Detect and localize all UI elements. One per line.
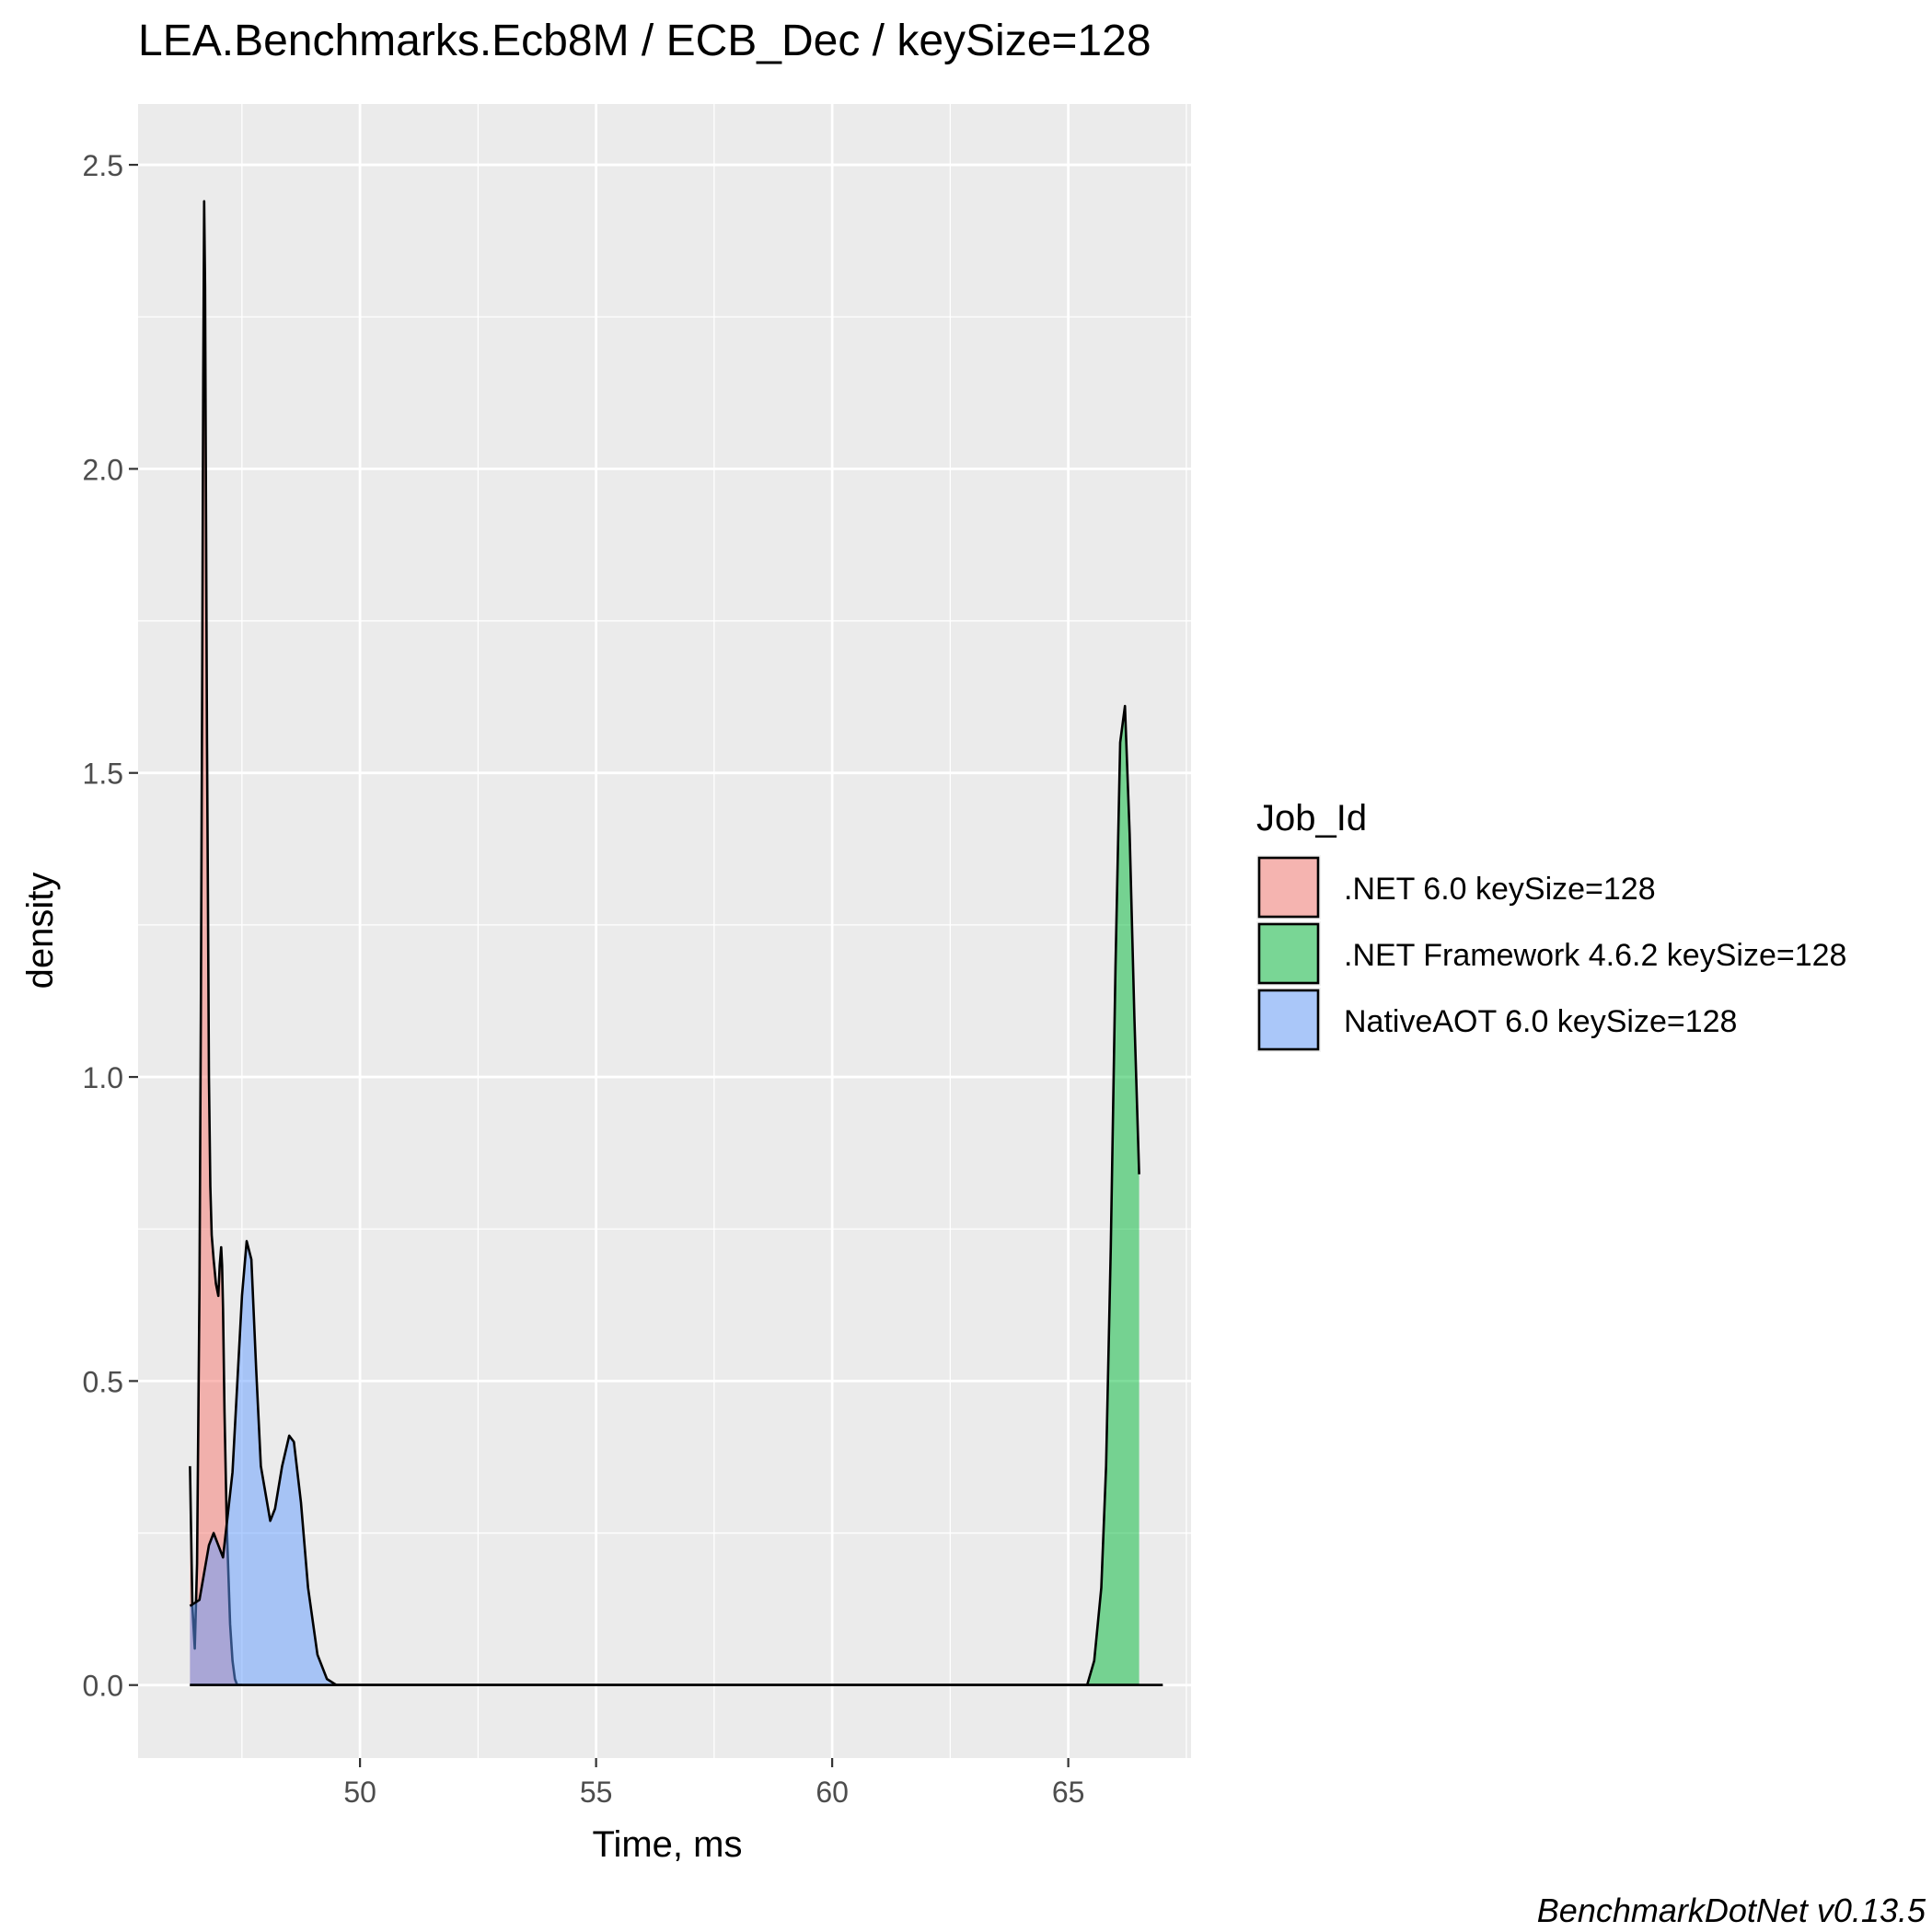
legend-label-1: .NET 6.0 keySize=128 — [1344, 872, 1656, 907]
y-tick-label: 1.0 — [83, 1061, 123, 1094]
x-tick-label: 55 — [580, 1776, 613, 1809]
legend-label-2: .NET Framework 4.6.2 keySize=128 — [1344, 938, 1846, 973]
minor-gridlines — [138, 104, 1191, 1758]
y-axis: 0.0 0.5 1.0 1.5 2.0 2.5 — [83, 149, 138, 1703]
y-tick-label: 0.0 — [83, 1670, 123, 1703]
density-areas — [189, 200, 1163, 1687]
x-tick-label: 60 — [816, 1776, 849, 1809]
y-tick-label: 2.0 — [83, 453, 123, 486]
x-tick-label: 65 — [1052, 1776, 1085, 1809]
legend-swatch-3 — [1257, 989, 1320, 1051]
density-area-3 — [190, 1241, 1163, 1685]
legend-title: Job_Id — [1256, 798, 1367, 839]
density-line-3 — [189, 1240, 1163, 1686]
legend-swatch-2 — [1257, 922, 1320, 985]
legend-label-3: NativeAOT 6.0 keySize=128 — [1344, 1004, 1737, 1039]
legend: Job_Id .NET 6.0 keySize=128 .NET Framewor… — [1256, 798, 1846, 1052]
y-tick-label: 0.5 — [83, 1365, 123, 1398]
chart-title: LEA.Benchmarks.Ecb8M / ECB_Dec / keySize… — [138, 17, 1151, 65]
footer-caption: BenchmarkDotNet v0.13.5 — [1537, 1892, 1926, 1929]
y-tick-label: 2.5 — [83, 149, 123, 182]
x-axis: 50 55 60 65 — [343, 1758, 1084, 1809]
x-axis-label: Time, ms — [593, 1824, 743, 1865]
y-axis-label: density — [20, 873, 61, 989]
y-tick-label: 1.5 — [83, 758, 123, 791]
legend-swatch-1 — [1257, 856, 1320, 919]
plot-panel — [138, 104, 1191, 1758]
x-tick-label: 50 — [343, 1776, 376, 1809]
